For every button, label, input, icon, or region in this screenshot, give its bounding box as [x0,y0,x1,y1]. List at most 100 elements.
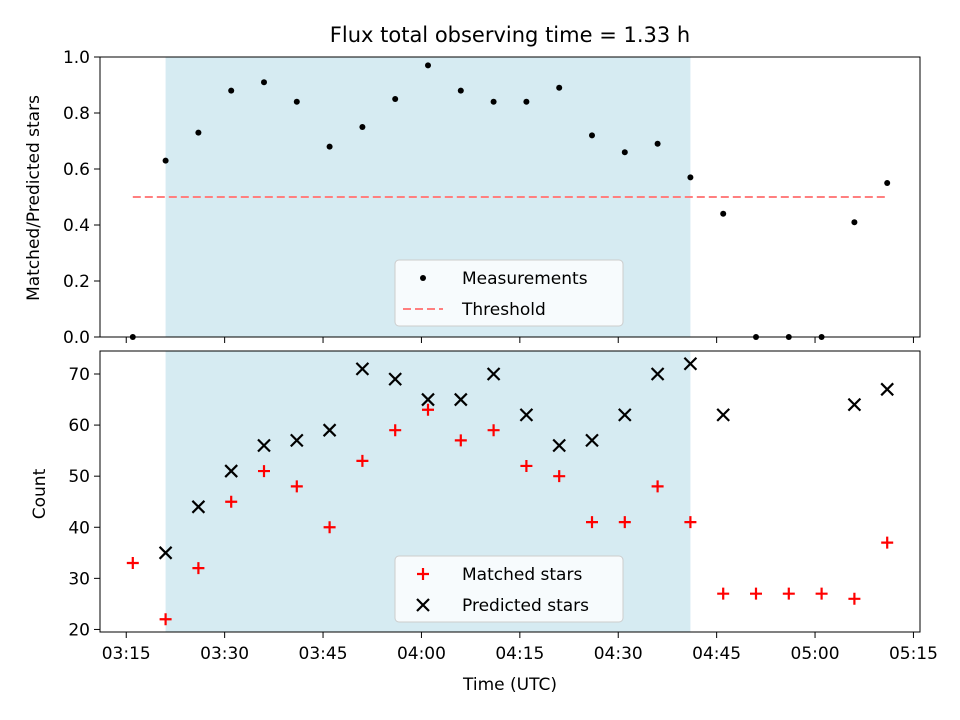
measurement-point [326,143,333,150]
y-tick-label: 0.6 [63,160,90,180]
count-y-axis-label: Count [30,468,50,519]
measurement-point [261,79,267,86]
predicted-star-point [683,356,698,371]
matched-star-point [422,403,434,416]
measurement-point [359,124,366,130]
y-tick-label: 0.8 [63,104,90,124]
matched-star-point [389,424,402,437]
predicted-star-point [585,433,599,448]
measurement-point [425,62,431,69]
y-tick-label: 1.0 [63,48,90,68]
measurement-point [621,149,628,156]
x-tick-label: 04:15 [495,644,544,664]
predicted-star-point [322,423,337,437]
matched-star-point [782,587,795,600]
measurement-point [228,87,235,94]
measurement-point [720,210,727,217]
predicted-stars-points [158,356,894,560]
matched-star-point [815,587,828,600]
matched-star-point [225,495,238,508]
y-tick-label: 60 [68,416,90,436]
x-tick-label: 03:15 [102,644,151,664]
legend-label: Predicted stars [462,596,589,616]
measurement-point [490,98,497,105]
matched-stars-points [126,403,894,626]
count-y-axis-ticks: 20 30 40 50 60 70 [68,365,100,640]
matched-star-point [487,424,500,437]
y-tick-label: 30 [68,569,90,589]
legend-measurement-marker [420,275,426,281]
y-tick-label: 70 [68,365,90,385]
predicted-star-point [421,392,435,407]
matched-star-point [881,536,894,549]
predicted-star-point [388,372,402,386]
legend-box [394,555,624,623]
matched-star-point [126,557,139,570]
x-tick-label: 04:30 [594,644,643,664]
ratio-panel-frame [99,56,921,338]
matched-star-point [651,480,664,493]
measurement-point [884,180,891,186]
predicted-star-point [650,367,665,381]
measurement-point [523,98,530,105]
y-tick-label: 0.0 [63,328,90,348]
matched-star-point [553,470,566,483]
ratio-y-axis-ticks: 0.0 0.2 0.4 0.6 0.8 1.0 [63,48,100,348]
measurement-point [392,96,399,102]
measurement-point [556,84,563,91]
legend-label: Measurements [462,269,588,289]
predicted-star-point [847,397,862,412]
ratio-x-axis-ticks [125,337,914,343]
matched-star-point [586,516,598,529]
chart-title: Flux total observing time = 1.33 h [330,23,690,47]
y-tick-label: 0.4 [63,216,90,236]
matched-star-point [356,454,369,467]
ratio-panel: 0.0 0.2 0.4 0.6 0.8 1.0 Flux total observing … [24,23,921,348]
legend-predicted-marker [416,598,430,612]
count-legend: Matched stars Predicted stars [394,555,624,623]
legend-matched-marker [417,568,429,580]
y-tick-label: 0.2 [63,272,90,292]
measurement-point [457,87,464,94]
matched-star-point [848,592,861,605]
matched-star-point [520,459,533,472]
y-tick-label: 20 [68,620,90,640]
x-tick-label: 04:00 [397,644,446,664]
y-tick-label: 40 [68,518,90,538]
legend-box [394,259,624,327]
measurement-point [851,219,858,226]
count-panel-frame [99,350,921,633]
count-panel: 20 30 40 50 60 70 03:15 03:30 03:45 04:00 04:15 04… [30,350,938,695]
ratio-legend: Measurements Threshold [394,259,624,327]
legend-label: Matched stars [462,565,582,585]
measurement-point [293,98,300,105]
measurement-point [162,157,169,164]
legend-label: Threshold [461,300,546,320]
predicted-star-point [158,546,173,560]
predicted-star-point [880,382,894,397]
ratio-y-axis-label: Matched/Predicted stars [24,95,44,301]
x-tick-label: 05:15 [889,644,938,664]
matched-star-point [717,587,730,600]
measurement-point [654,140,661,147]
predicted-star-point [224,464,238,478]
measurement-point [687,174,694,181]
predicted-star-point [257,438,271,453]
matched-star-point [684,516,697,529]
matched-star-point [454,434,467,447]
matched-star-point [258,465,270,478]
x-tick-label: 04:45 [692,644,741,664]
predicted-star-point [486,367,501,381]
time-x-axis-label: Time (UTC) [462,675,557,695]
predicted-star-point [191,500,206,514]
measurement-point [195,129,202,136]
predicted-star-point [716,408,730,422]
predicted-star-point [454,392,468,407]
matched-star-point [159,613,172,626]
predicted-star-point [618,408,632,422]
x-tick-label: 05:00 [791,644,840,664]
time-x-axis-ticks: 03:15 03:30 03:45 04:00 04:15 04:30 04:45 05:00… [102,632,938,664]
matched-star-point [618,516,631,529]
predicted-star-point [290,433,304,448]
